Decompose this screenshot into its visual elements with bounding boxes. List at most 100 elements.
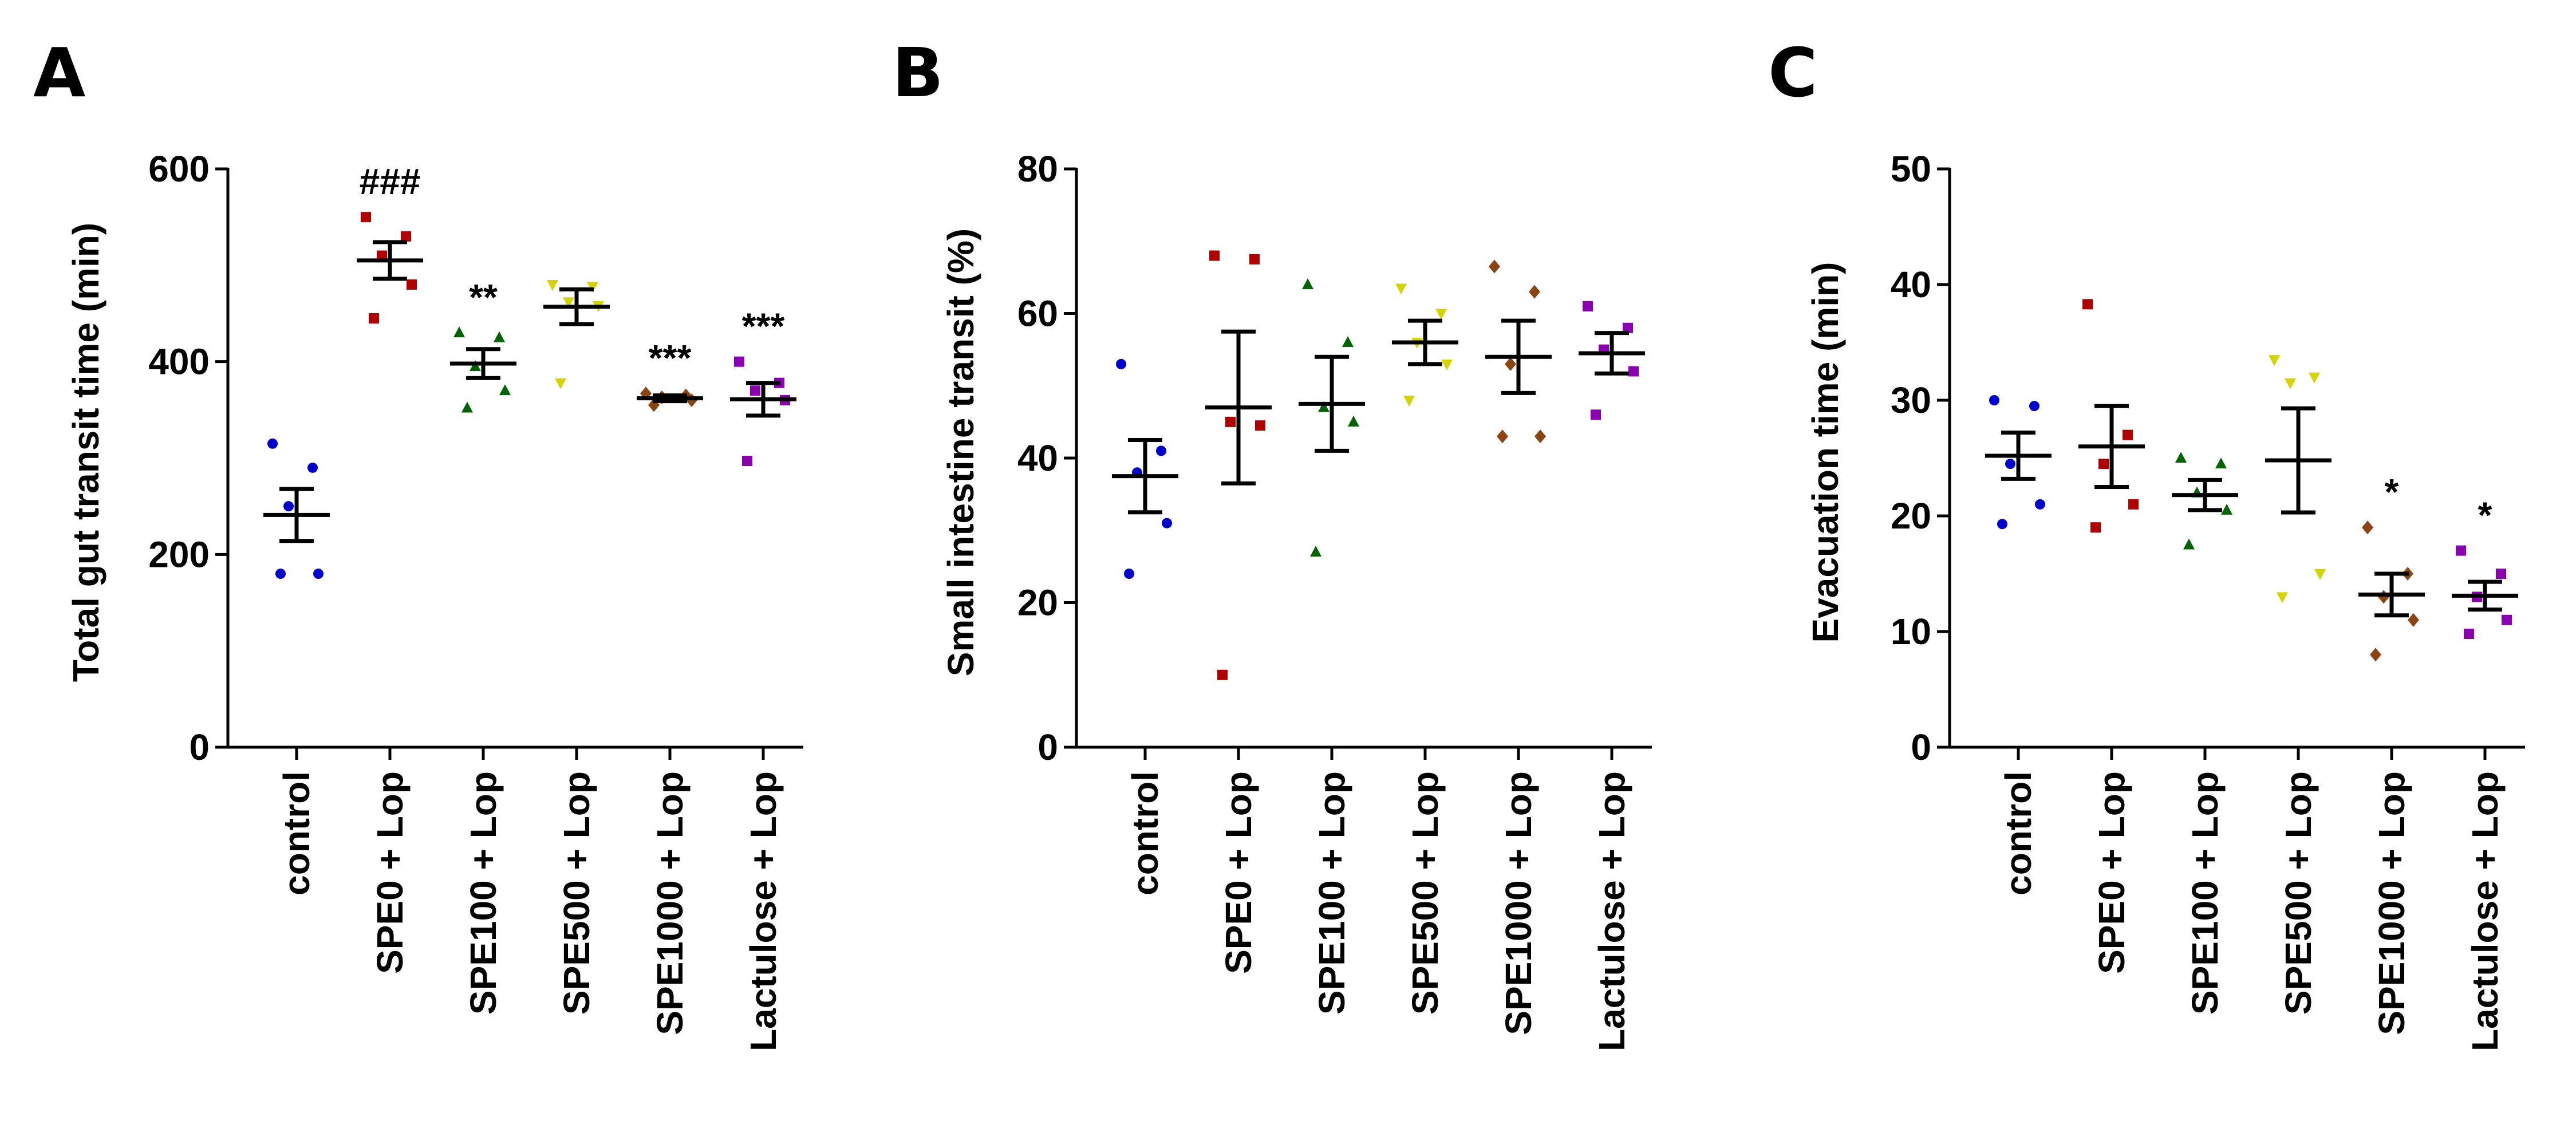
data-point: [1534, 429, 1546, 444]
y-tick-label: 200: [148, 534, 210, 575]
data-point: [2005, 459, 2015, 470]
data-point: [313, 569, 324, 579]
data-point: [2123, 429, 2133, 440]
x-tick-label: Lactulose + Lop: [2464, 771, 2506, 1051]
x-tick-label: SPE100 + Lop: [2184, 771, 2226, 1015]
x-tick-label: control: [1998, 771, 2039, 896]
panel-letter: C: [1768, 33, 1818, 112]
x-tick-label: SPE1000 + Lop: [1498, 771, 1539, 1035]
data-point: [1441, 359, 1453, 370]
data-point: [1583, 301, 1593, 311]
data-point: [1591, 409, 1601, 420]
x-tick-label: SPE1000 + Lop: [2371, 771, 2412, 1035]
y-tick-label: 40: [1891, 264, 1931, 305]
data-point: [1217, 669, 1228, 680]
y-tick-label: 10: [1891, 611, 1931, 652]
y-tick-label: 50: [1891, 148, 1931, 190]
y-tick-label: 600: [148, 148, 210, 190]
data-point: [1529, 285, 1540, 299]
data-point: [1318, 401, 1330, 412]
x-tick-label: control: [276, 771, 317, 896]
data-point: [2378, 590, 2389, 604]
data-point: [2269, 355, 2280, 366]
data-point: [461, 401, 473, 413]
data-point: [1310, 546, 1321, 557]
panel-letter: B: [892, 33, 944, 112]
y-tick-label: 0: [1911, 727, 1931, 768]
significance-label: *: [2478, 495, 2492, 536]
data-point: [401, 231, 411, 242]
data-point: [1302, 278, 1313, 289]
data-point: [1348, 415, 1359, 427]
data-point: [2456, 545, 2466, 556]
data-point: [1249, 254, 1260, 265]
data-point: [587, 282, 598, 293]
data-point: [369, 313, 379, 324]
y-axis-label: Total gut transit time (min): [65, 223, 106, 682]
data-point: [1162, 518, 1172, 528]
x-tick-label: Lactulose + Lop: [743, 771, 784, 1051]
data-point: [2408, 613, 2419, 627]
chart-plot-b: 0 20 40 60 80 control SPE0 + Lop SPE100 + Lop SP…: [1017, 148, 1652, 1051]
significance-label: *: [2385, 471, 2399, 512]
data-point: [2029, 401, 2040, 412]
data-point: [2502, 614, 2512, 625]
chart-plot-a: 0 200 400 600 control SPE0 + Lop ### SPE100 + L…: [148, 148, 803, 1051]
data-point: [2464, 629, 2474, 640]
data-point: [1255, 420, 1265, 431]
data-point: [1489, 259, 1500, 274]
data-point: [2362, 520, 2373, 535]
data-point: [2314, 569, 2326, 580]
data-point: [2277, 592, 2288, 603]
data-point: [2082, 299, 2093, 310]
data-point: [1989, 395, 1999, 405]
data-point: [1505, 357, 1516, 371]
data-point: [377, 250, 387, 261]
data-point: [499, 384, 511, 396]
data-point: [1628, 366, 1639, 377]
data-point: [2215, 457, 2227, 469]
y-tick-label: 20: [1891, 495, 1931, 537]
data-point: [750, 385, 760, 396]
data-point: [547, 280, 558, 291]
data-point: [1209, 250, 1220, 261]
y-tick-label: 30: [1891, 380, 1931, 421]
data-point: [361, 212, 371, 223]
data-point: [2090, 522, 2101, 533]
data-point: [2035, 499, 2045, 510]
x-tick-label: SPE500 + Lop: [2278, 771, 2319, 1015]
panel-a: A Total gut transit time (min) 0 200 400 60…: [33, 33, 803, 1051]
panel-letter: A: [33, 33, 85, 112]
data-point: [267, 438, 278, 449]
data-point: [407, 279, 417, 290]
data-point: [1342, 336, 1354, 347]
x-tick-label: SPE100 + Lop: [463, 771, 504, 1015]
x-tick-label: SPE500 + Lop: [556, 771, 597, 1015]
y-tick-label: 80: [1017, 148, 1058, 190]
x-tick-label: SPE0 + Lop: [2091, 771, 2132, 974]
data-point: [1116, 358, 1126, 369]
data-point: [734, 356, 744, 367]
significance-label: ###: [360, 161, 421, 202]
data-point: [1623, 322, 1633, 333]
data-point: [1225, 416, 1236, 427]
y-axis-label: Small intestine transit (%): [940, 228, 981, 676]
data-point: [1497, 429, 1508, 444]
data-point: [2221, 503, 2232, 515]
panel-c: C Evacuation time (min) 0 10 20 30 40 50 contr…: [1768, 33, 2525, 1051]
significance-label: ***: [649, 337, 692, 378]
data-point: [2370, 648, 2381, 662]
panel-b: B Small intestine transit (%) 0 20 40 60 80 c…: [892, 33, 1652, 1051]
x-tick-label: control: [1125, 771, 1166, 896]
data-point: [2175, 452, 2187, 463]
significance-label: ***: [742, 306, 785, 347]
data-point: [1124, 569, 1134, 579]
x-tick-label: SPE0 + Lop: [369, 771, 411, 974]
x-tick-label: SPE0 + Lop: [1218, 771, 1259, 974]
significance-label: **: [469, 277, 498, 318]
y-tick-label: 20: [1017, 582, 1058, 624]
y-tick-label: 0: [1037, 727, 1058, 768]
data-point: [470, 360, 481, 372]
data-point: [307, 462, 318, 473]
data-point: [2128, 499, 2139, 510]
